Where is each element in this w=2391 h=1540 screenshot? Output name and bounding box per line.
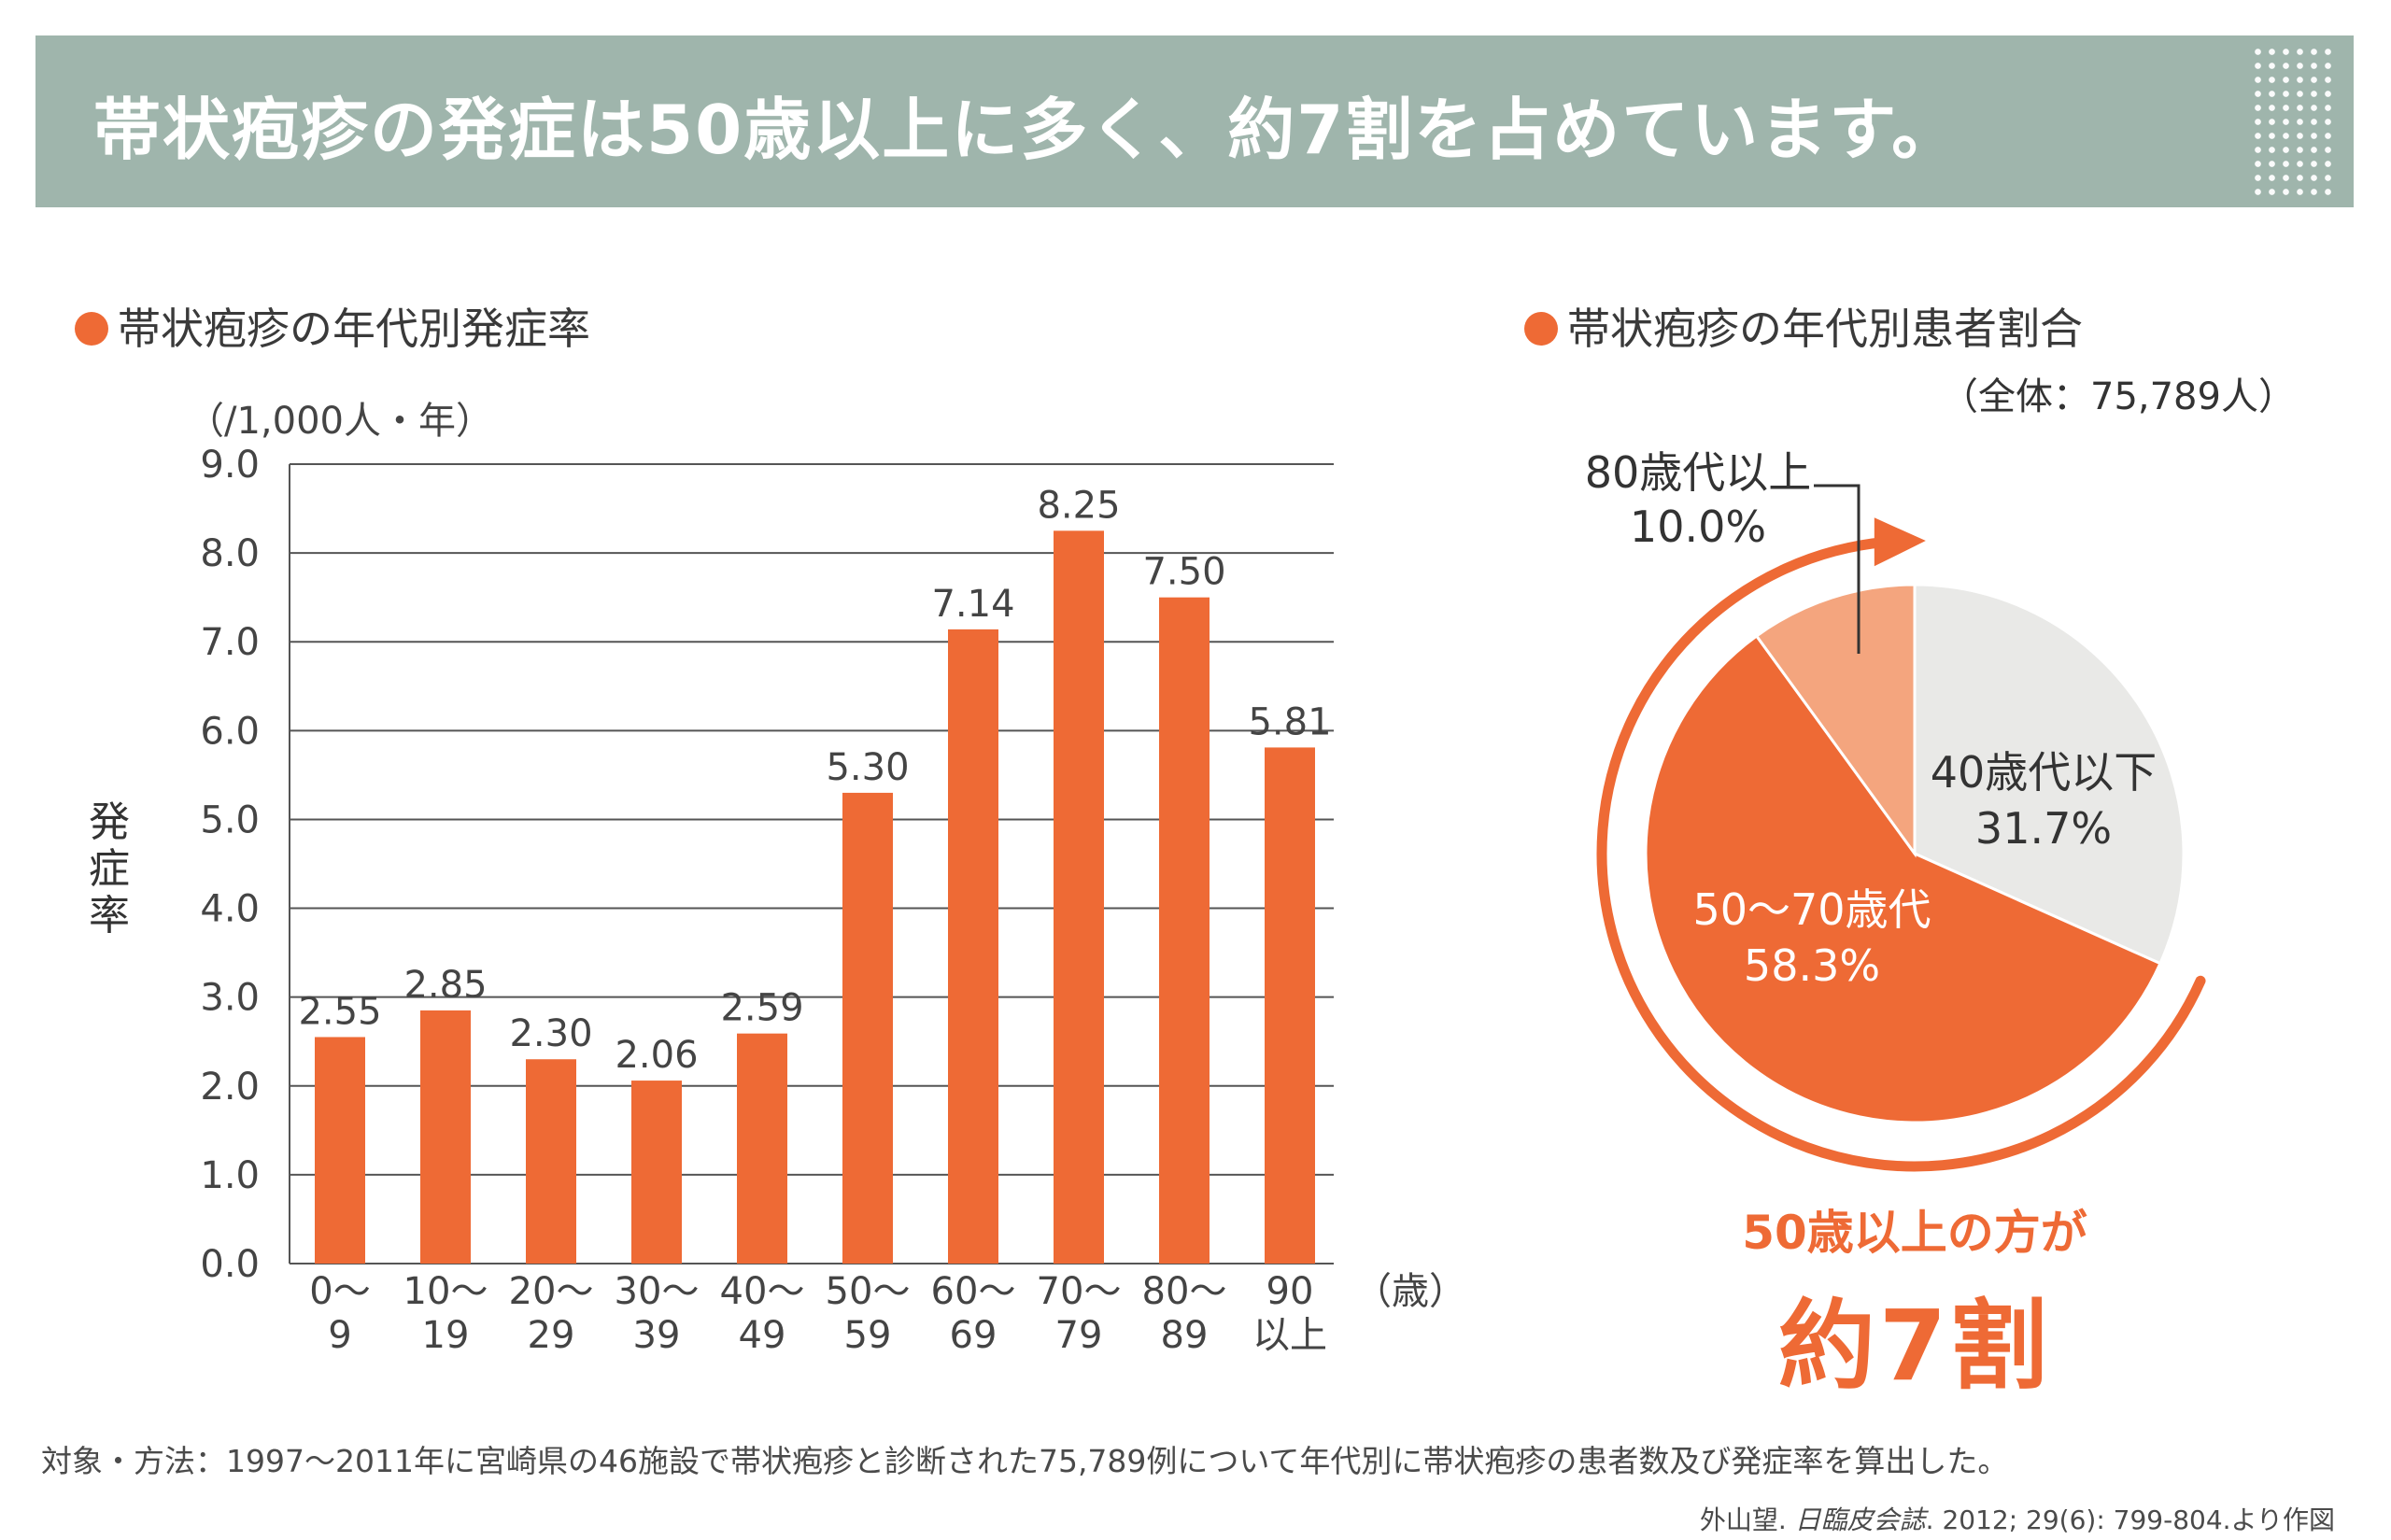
bar-value-label: 2.85 — [403, 964, 487, 1007]
bar — [1265, 747, 1315, 1264]
highlight-callout: 50歳以上の方が 約7割 — [1625, 1195, 2204, 1407]
y-tick-label: 5.0 — [200, 798, 260, 841]
citation: 外山望. 日臨皮会誌. 2012; 29(6): 799-804.より作図 — [1700, 1500, 2335, 1537]
bar — [631, 1081, 682, 1264]
bar-value-label: 8.25 — [1037, 484, 1120, 527]
citation-journal: 日臨皮会誌 — [1794, 1505, 1926, 1535]
pie-arrow-arc — [1596, 517, 2206, 1172]
orange-bullet-icon — [1524, 312, 1558, 346]
bar-value-label: 7.14 — [931, 583, 1014, 626]
y-tick-label: 2.0 — [200, 1066, 260, 1109]
x-tick-label: 89 — [1161, 1314, 1209, 1357]
x-tick-label: 59 — [844, 1314, 892, 1357]
bar-value-label: 2.06 — [615, 1034, 698, 1077]
bar-value-label: 7.50 — [1142, 551, 1225, 594]
y-axis-title: 発症率 — [89, 798, 130, 940]
bar — [315, 1037, 365, 1264]
bar — [737, 1033, 787, 1264]
x-tick-label: 69 — [950, 1314, 997, 1357]
dot-pattern-decoration — [2251, 45, 2337, 198]
x-tick-label: 60～ — [931, 1270, 1016, 1313]
arrow-head-icon — [1874, 517, 1926, 567]
y-tick-label: 1.0 — [200, 1154, 260, 1197]
bar — [948, 629, 998, 1264]
y-tick-label: 0.0 — [200, 1243, 260, 1286]
pie-chart-title: 帯状疱疹の年代別患者割合 — [1524, 295, 2083, 357]
highlight-line2: 約7割 — [1777, 1289, 2052, 1403]
x-tick-label: 49 — [739, 1314, 786, 1357]
pie-slice — [1913, 583, 2186, 966]
x-tick-label: 19 — [422, 1314, 470, 1357]
bar — [842, 792, 893, 1264]
arrow-arc — [1596, 536, 2206, 1172]
bar-chart-title-text: 帯状疱疹の年代別発症率 — [118, 304, 590, 354]
x-tick-label: 39 — [633, 1314, 681, 1357]
pie-total-label: （全体：75,789人） — [1941, 375, 2296, 418]
pie-slice-pct: 31.7% — [1975, 803, 2112, 854]
bar-value-label: 2.55 — [298, 990, 381, 1033]
highlight-line1: 50歳以上の方が — [1742, 1206, 2087, 1260]
bar-value-label: 5.81 — [1248, 700, 1331, 743]
bar — [1054, 530, 1104, 1264]
bar — [526, 1059, 576, 1264]
x-axis-unit: （歳） — [1354, 1270, 1466, 1313]
x-tick-label: 50～ — [826, 1270, 911, 1313]
pie-slice-pct: 58.3% — [1744, 940, 1880, 991]
method-footnote: 対象・方法：1997～2011年に宮崎県の46施設で帯状疱疹と診断された75,7… — [41, 1443, 2009, 1479]
bar-chart-x-labels: 0～9 10～19 20～29 30～39 40～49 50～59 60～69 70～79 80… — [309, 1270, 1327, 1357]
citation-author: 外山望. — [1699, 1505, 1795, 1535]
pie-slice-pct: 10.0% — [1630, 502, 1766, 552]
y-tick-label: 7.0 — [200, 621, 260, 664]
leader-line — [1814, 484, 1860, 654]
x-tick-label: 29 — [528, 1314, 575, 1357]
pie-slice-label: 50～70歳代 — [1692, 884, 1931, 935]
bar-chart-title: 帯状疱疹の年代別発症率 — [75, 295, 590, 357]
pie-slice — [1754, 583, 1917, 858]
y-tick-label: 3.0 — [200, 977, 260, 1020]
bar-value-label: 2.30 — [509, 1012, 592, 1055]
x-tick-label: 40～ — [720, 1270, 805, 1313]
header-banner: 帯状疱疹の発症は50歳以上に多く、約7割を占めています。 — [35, 35, 2354, 207]
x-tick-label: 10～ — [403, 1270, 488, 1313]
x-tick-label: 以上 — [1252, 1314, 1327, 1357]
x-tick-label: 9 — [328, 1314, 351, 1357]
y-tick-label: 9.0 — [200, 444, 260, 487]
x-tick-label: 80～ — [1142, 1270, 1227, 1313]
y-tick-label: 4.0 — [200, 888, 260, 931]
pie-chart-slices — [1644, 583, 2186, 1124]
y-tick-label: 8.0 — [200, 532, 260, 575]
x-tick-label: 90 — [1266, 1270, 1314, 1313]
bar — [1159, 597, 1210, 1264]
x-tick-label: 70～ — [1037, 1270, 1122, 1313]
pie-chart-title-text: 帯状疱疹の年代別患者割合 — [1567, 304, 2083, 354]
bar-value-label: 2.59 — [720, 987, 803, 1030]
x-tick-label: 0～ — [309, 1270, 370, 1313]
citation-rest: . 2012; 29(6): 799-804.より作図 — [1925, 1505, 2335, 1535]
orange-bullet-icon — [75, 312, 108, 346]
pie-slice-label: 40歳代以下 — [1931, 747, 2158, 798]
page-title: 帯状疱疹の発症は50歳以上に多く、約7割を占めています。 — [93, 91, 1961, 169]
pie-slice — [1644, 633, 2162, 1124]
x-tick-label: 79 — [1055, 1314, 1103, 1357]
x-tick-label: 20～ — [509, 1270, 594, 1313]
pie-slice-label: 80歳代以上 — [1585, 447, 1812, 498]
bar-chart-bars: 2.55 2.85 2.30 2.06 2.59 5.30 7.14 8.25 7.50 5.81 — [298, 484, 1332, 1264]
y-tick-label: 6.0 — [200, 710, 260, 753]
bar — [420, 1010, 471, 1264]
x-tick-label: 30～ — [615, 1270, 700, 1313]
bar-value-label: 5.30 — [826, 746, 909, 789]
y-axis-unit: （/1,000人・年） — [187, 400, 493, 443]
